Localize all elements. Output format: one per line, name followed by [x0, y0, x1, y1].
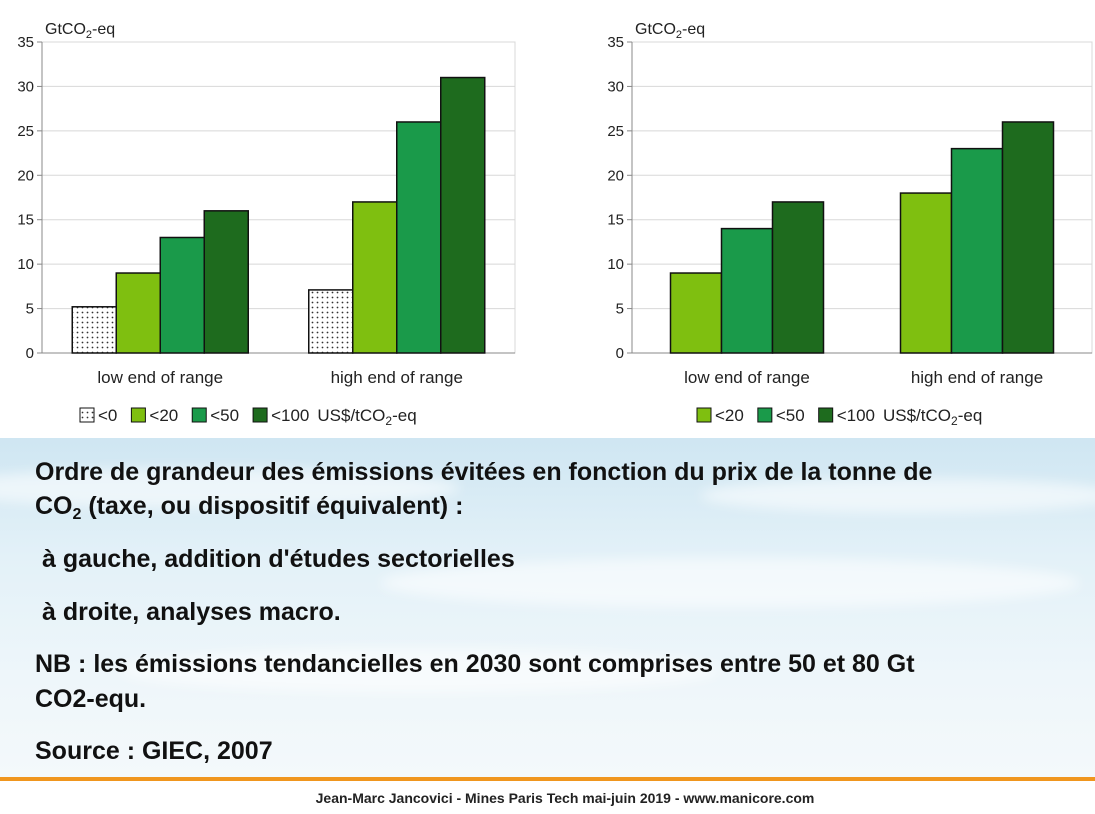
x-category-label: high end of range [911, 368, 1043, 387]
bar-lt20-high [352, 201, 398, 354]
legend-label-lt20: <20 [149, 406, 178, 425]
nb-line-2: CO2-equ. [35, 685, 147, 713]
bar-lt50-high [950, 147, 1004, 354]
chart-macro: 0 5 10 15 20 25 30 35 GtCO2-eq low end of range hi… [607, 21, 1093, 428]
bar-lt20-low [669, 272, 723, 354]
legend-label-lt100: <100 [271, 406, 309, 425]
y-tick-label: 15 [17, 212, 34, 229]
text-panel [0, 438, 1095, 778]
footer-credit: Jean-Marc Jancovici - Mines Paris Tech m… [315, 790, 815, 806]
y-tick-label: 25 [17, 123, 34, 140]
nb-line-1: NB : les émissions tendancielles en 2030… [35, 650, 915, 678]
y-tick-label: 10 [17, 256, 34, 273]
legend-label-lt100: <100 [837, 406, 875, 425]
legend-swatch-lt50 [757, 407, 773, 423]
legend-swatch-lt20 [696, 407, 712, 423]
y-tick-label: 35 [17, 34, 34, 51]
y-tick-label: 20 [17, 167, 34, 184]
y-tick-label: 10 [607, 256, 624, 273]
legend-swatch-lt50 [191, 407, 207, 423]
bar-lt0-high [308, 289, 354, 354]
legend-swatch-lt20 [130, 407, 146, 423]
legend-swatch-lt100 [252, 407, 268, 423]
y-tick-label: 20 [607, 167, 624, 184]
bar-lt50-high [396, 121, 442, 354]
footer-rule [0, 777, 1095, 781]
y-tick-label: 0 [26, 345, 34, 362]
bar-lt100-low [771, 201, 825, 354]
bar-lt50-low [720, 227, 774, 354]
legend-swatch-lt100 [818, 407, 834, 423]
y-tick-label: 35 [607, 34, 624, 51]
y-axis-label: GtCO2-eq [635, 21, 705, 41]
y-tick-label: 30 [607, 78, 624, 95]
chart-sectoral: 0 5 10 15 20 25 30 35 GtCO2-eq low end of range hi… [17, 21, 516, 428]
legend-unit: US$/tCO2-eq [317, 406, 416, 428]
legend-unit: US$/tCO2-eq [883, 406, 982, 428]
x-category-label: low end of range [684, 368, 810, 387]
legend-label-lt20: <20 [715, 406, 744, 425]
y-tick-label: 0 [616, 345, 624, 362]
paragraph-line-2: CO2 (taxe, ou dispositif équivalent) : [35, 492, 464, 523]
bar-lt50-low [159, 236, 205, 354]
x-category-label: high end of range [331, 368, 463, 387]
bar-lt100-low [203, 210, 249, 354]
x-category-label: low end of range [97, 368, 223, 387]
y-tick-label: 25 [607, 123, 624, 140]
bar-lt100-high [1001, 121, 1055, 354]
paragraph-line-1: Ordre de grandeur des émissions évitées … [35, 458, 933, 486]
bar-lt20-low [115, 272, 161, 354]
source-line: Source : GIEC, 2007 [35, 737, 273, 765]
legend-label-lt50: <50 [210, 406, 239, 425]
y-tick-label: 15 [607, 212, 624, 229]
y-tick-label: 5 [26, 301, 34, 318]
legend-label-lt50: <50 [776, 406, 805, 425]
y-tick-label: 30 [17, 78, 34, 95]
legend-swatch-lt0 [79, 407, 95, 423]
line-right-note: à droite, analyses macro. [42, 598, 341, 626]
y-tick-label: 5 [616, 301, 624, 318]
bar-lt0-low [71, 306, 117, 354]
y-axis-label: GtCO2-eq [45, 21, 115, 41]
legend-label-lt0: <0 [98, 406, 117, 425]
line-left-note: à gauche, addition d'études sectorielles [42, 545, 515, 573]
bar-lt20-high [899, 192, 953, 354]
bar-lt100-high [440, 76, 486, 354]
